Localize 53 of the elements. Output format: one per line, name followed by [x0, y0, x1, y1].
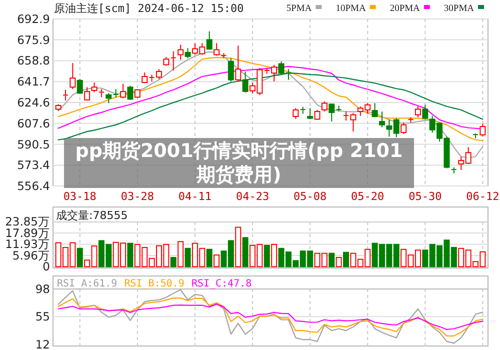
line-series [58, 56, 484, 142]
x-tick-label: 05-30 [408, 190, 442, 203]
bar [184, 248, 191, 268]
annotation: pp期货2001行情实时行情(pp 2101期货费用) [64, 138, 414, 188]
series-label: RSI_C:47.8 [191, 278, 252, 290]
x-tick-label: 06-12 [466, 190, 500, 203]
bar [170, 256, 176, 268]
bar [206, 248, 212, 268]
line-series [58, 304, 484, 330]
y-tick-label: 98 [35, 282, 50, 296]
bar [271, 244, 278, 268]
bar [235, 226, 242, 268]
bar [127, 242, 134, 268]
line-series [58, 289, 484, 344]
y-tick-label: 675.9 [17, 32, 50, 47]
series-label: RSI_A:61.9 [57, 278, 118, 290]
y-tick-label: 573.4 [17, 158, 50, 172]
candlestick [336, 105, 342, 112]
x-tick-label: 04-23 [236, 190, 270, 203]
line-series [58, 298, 484, 336]
x-tick-label: 04-11 [178, 190, 212, 203]
x-tick-label: 03-18 [63, 190, 96, 203]
y-tick-label: 590.5 [17, 137, 50, 152]
bar [264, 244, 270, 268]
y-tick-label: 607.6 [17, 116, 50, 130]
chart-title: 成交量:78555 [56, 209, 128, 222]
candlestick [170, 50, 176, 72]
bar [336, 256, 342, 268]
y-tick-label: 641.7 [17, 74, 50, 89]
y-tick-label: 658.8 [17, 54, 50, 68]
x-tick-label: 05-20 [351, 190, 384, 203]
y-tick-label: 55 [35, 310, 50, 324]
legend-label: 10PMA [336, 4, 366, 14]
bar [178, 241, 184, 268]
y-tick-label: 0 [42, 260, 50, 274]
bar [328, 252, 335, 268]
y-tick-label: 624.6 [17, 96, 50, 110]
chart-title: 原油主连[scm] 2024-06-12 15:00 [54, 2, 244, 15]
legend-label: 5PMA [286, 4, 312, 14]
x-tick-label: 03-28 [120, 190, 154, 203]
y-tick-label: 692.9 [17, 12, 50, 26]
bar [242, 237, 248, 268]
x-tick-label: 05-08 [294, 190, 327, 203]
series-label: RSI_B:50.9 [124, 278, 184, 290]
candlestick [178, 44, 184, 60]
bar [214, 254, 220, 268]
y-tick-label: 12 [35, 337, 50, 350]
y-tick-label: 556.4 [17, 179, 50, 193]
legend-label: 20PMA [390, 4, 420, 14]
legend-label: 30PMA [444, 4, 474, 14]
bar [343, 252, 350, 268]
candlestick [112, 88, 119, 98]
bar [76, 248, 83, 268]
